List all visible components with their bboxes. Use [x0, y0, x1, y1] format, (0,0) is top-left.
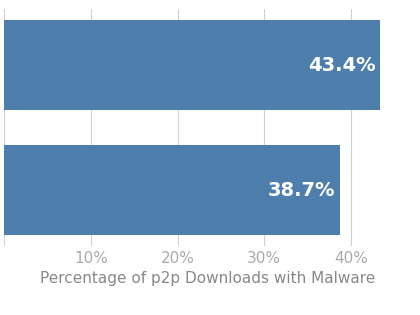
Text: 38.7%: 38.7% [268, 180, 335, 199]
Bar [4, 145, 340, 235]
Text: 43.4%: 43.4% [308, 56, 376, 75]
Bar [4, 20, 381, 110]
X-axis label: Percentage of p2p Downloads with Malware: Percentage of p2p Downloads with Malware [40, 271, 375, 286]
